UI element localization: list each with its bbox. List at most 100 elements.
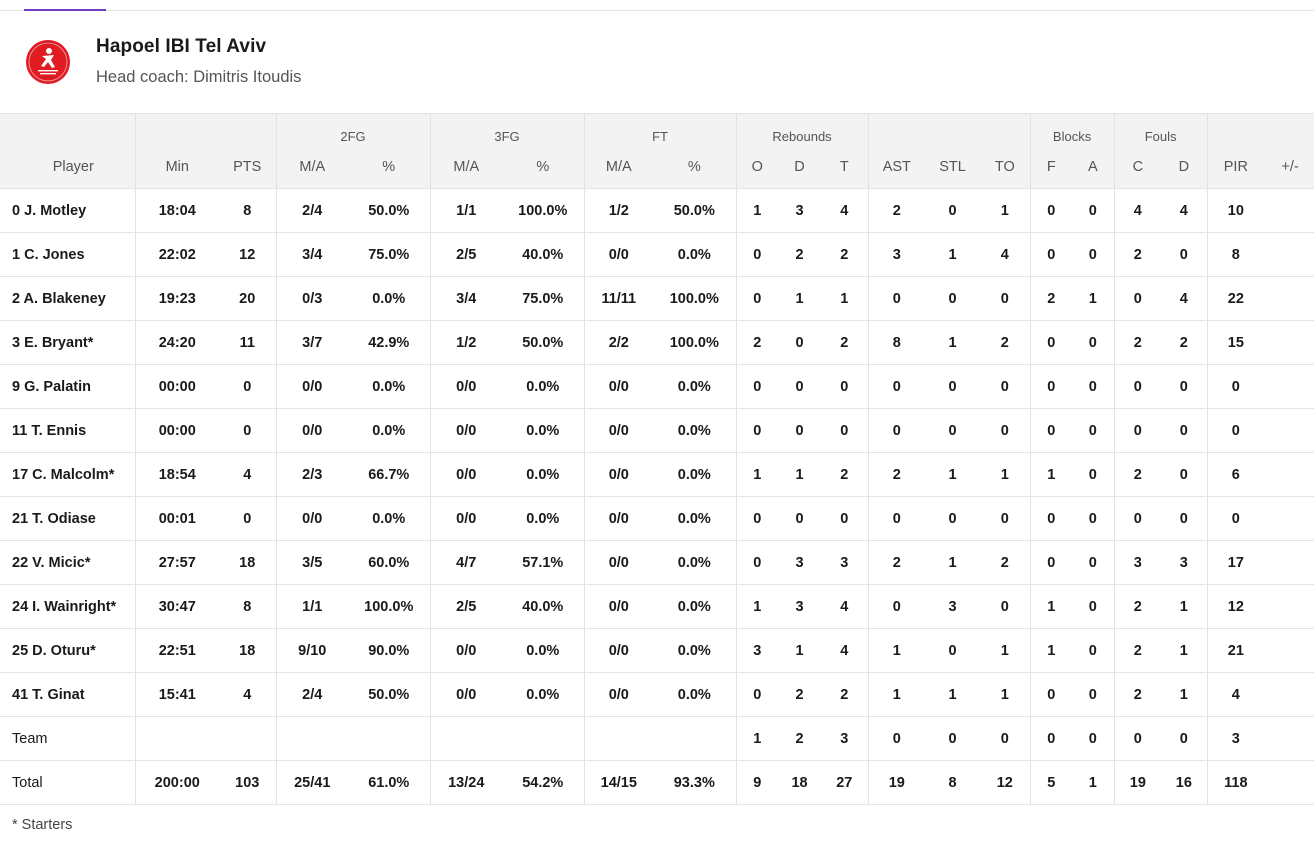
stat-pir: 8 xyxy=(1207,232,1265,277)
stat-pts: 0 xyxy=(219,408,277,453)
stat-fg3p: 50.0% xyxy=(502,320,585,365)
stat-fg3: 0/0 xyxy=(430,496,503,541)
stat-o: 1 xyxy=(736,188,779,233)
stat-ba: 0 xyxy=(1072,628,1115,673)
stat-o: 0 xyxy=(736,496,779,541)
stat-fg2: 0/0 xyxy=(276,408,348,453)
stat-pir: 15 xyxy=(1207,320,1265,365)
stat-pir: 6 xyxy=(1207,452,1265,497)
stat-t: 3 xyxy=(821,540,869,585)
stat-fc: 2 xyxy=(1114,672,1162,717)
stat-o: 1 xyxy=(736,452,779,497)
stat-ast: 19 xyxy=(868,760,926,805)
stat-ft: 0/0 xyxy=(584,452,654,497)
stat-min: 18:54 xyxy=(135,452,219,497)
stat-fc: 2 xyxy=(1114,452,1162,497)
player-name: 21 T. Odiase xyxy=(0,496,136,541)
stat-stl: 0 xyxy=(925,276,981,321)
col-to: TO xyxy=(980,146,1031,189)
stat-bf: 0 xyxy=(1030,364,1073,409)
stat-fg2p: 42.9% xyxy=(348,320,431,365)
stat-fg2: 2/4 xyxy=(276,672,348,717)
stat-ft: 0/0 xyxy=(584,672,654,717)
stat-pts: 18 xyxy=(219,628,277,673)
box-score-table: 2FG 3FG FT Rebounds Blocks Fouls Player … xyxy=(0,113,1314,805)
player-name: 25 D. Oturu* xyxy=(0,628,136,673)
stat-fg2p: 50.0% xyxy=(348,672,431,717)
stat-pts: 103 xyxy=(219,760,277,805)
stat-ft: 14/15 xyxy=(584,760,654,805)
stat-t: 4 xyxy=(821,584,869,629)
stat-fg3p: 57.1% xyxy=(502,540,585,585)
stat-stl: 0 xyxy=(925,496,981,541)
stat-fc: 4 xyxy=(1114,188,1162,233)
stat-min: 30:47 xyxy=(135,584,219,629)
stat-bf: 2 xyxy=(1030,276,1073,321)
stat-bf: 1 xyxy=(1030,452,1073,497)
stat-ba: 0 xyxy=(1072,320,1115,365)
player-row: 9 G. Palatin 00:00 0 0/0 0.0% 0/0 0.0% 0/0 0.0% 0… xyxy=(0,364,1314,409)
stat-fg3p: 40.0% xyxy=(502,232,585,277)
stat-stl: 1 xyxy=(925,320,981,365)
stat-d: 3 xyxy=(778,584,822,629)
stat-d: 18 xyxy=(778,760,822,805)
stat-fg2p: 75.0% xyxy=(348,232,431,277)
stat-fc: 0 xyxy=(1114,408,1162,453)
player-row: 3 E. Bryant* 24:20 11 3/7 42.9% 1/2 50.0% 2/2 10… xyxy=(0,320,1314,365)
stat-ftp: 100.0% xyxy=(653,320,737,365)
stat-fg3p: 0.0% xyxy=(502,408,585,453)
stat-o: 0 xyxy=(736,408,779,453)
stat-ftp: 0.0% xyxy=(653,672,737,717)
stat-pir: 21 xyxy=(1207,628,1265,673)
stat-ft: 2/2 xyxy=(584,320,654,365)
stat-fg3: 3/4 xyxy=(430,276,503,321)
player-row: 24 I. Wainright* 30:47 8 1/1 100.0% 2/5 40.0% 0… xyxy=(0,584,1314,629)
stat-fg3 xyxy=(430,716,503,761)
stat-fg3: 1/1 xyxy=(430,188,503,233)
col-2fg-pct: % xyxy=(348,146,431,189)
stat-fg2p: 0.0% xyxy=(348,408,431,453)
stat-fg2p: 100.0% xyxy=(348,584,431,629)
stat-fg3p: 0.0% xyxy=(502,628,585,673)
stat-fc: 0 xyxy=(1114,496,1162,541)
stat-pts: 12 xyxy=(219,232,277,277)
stat-fd: 1 xyxy=(1161,628,1208,673)
stat-t: 0 xyxy=(821,364,869,409)
row-label: Team xyxy=(0,716,136,761)
stat-o: 2 xyxy=(736,320,779,365)
stat-ft: 0/0 xyxy=(584,232,654,277)
stat-pm xyxy=(1264,672,1314,717)
stat-pts: 11 xyxy=(219,320,277,365)
stat-to: 2 xyxy=(980,320,1031,365)
stat-bf: 1 xyxy=(1030,628,1073,673)
stat-stl: 0 xyxy=(925,188,981,233)
team-header: Hapoel IBI Tel Aviv Head coach: Dimitris… xyxy=(0,11,1314,113)
stat-pir: 12 xyxy=(1207,584,1265,629)
stat-fg3: 0/0 xyxy=(430,672,503,717)
stat-fd: 3 xyxy=(1161,540,1208,585)
team-name: Hapoel IBI Tel Aviv xyxy=(96,36,267,57)
stat-fg2: 2/4 xyxy=(276,188,348,233)
stat-d: 2 xyxy=(778,672,822,717)
stat-fg2p: 0.0% xyxy=(348,364,431,409)
col-min: Min xyxy=(135,146,219,189)
stat-ftp: 0.0% xyxy=(653,452,737,497)
stat-pir: 17 xyxy=(1207,540,1265,585)
stat-ftp: 50.0% xyxy=(653,188,737,233)
stat-bf: 0 xyxy=(1030,672,1073,717)
row-label: Total xyxy=(0,760,136,805)
stat-ast: 0 xyxy=(868,276,926,321)
stat-fg2: 3/5 xyxy=(276,540,348,585)
stat-fg3p: 100.0% xyxy=(502,188,585,233)
player-row: 0 J. Motley 18:04 8 2/4 50.0% 1/1 100.0% 1/2 50.… xyxy=(0,188,1314,233)
hapoel-tel-aviv-crest-icon xyxy=(26,40,70,84)
stat-stl: 1 xyxy=(925,672,981,717)
stat-ftp: 93.3% xyxy=(653,760,737,805)
stat-ast: 0 xyxy=(868,584,926,629)
stat-fd: 0 xyxy=(1161,496,1208,541)
stat-bf: 0 xyxy=(1030,408,1073,453)
stat-ftp: 0.0% xyxy=(653,628,737,673)
stat-ftp: 0.0% xyxy=(653,408,737,453)
stat-ast: 1 xyxy=(868,672,926,717)
col-reb-d: D xyxy=(778,146,822,189)
